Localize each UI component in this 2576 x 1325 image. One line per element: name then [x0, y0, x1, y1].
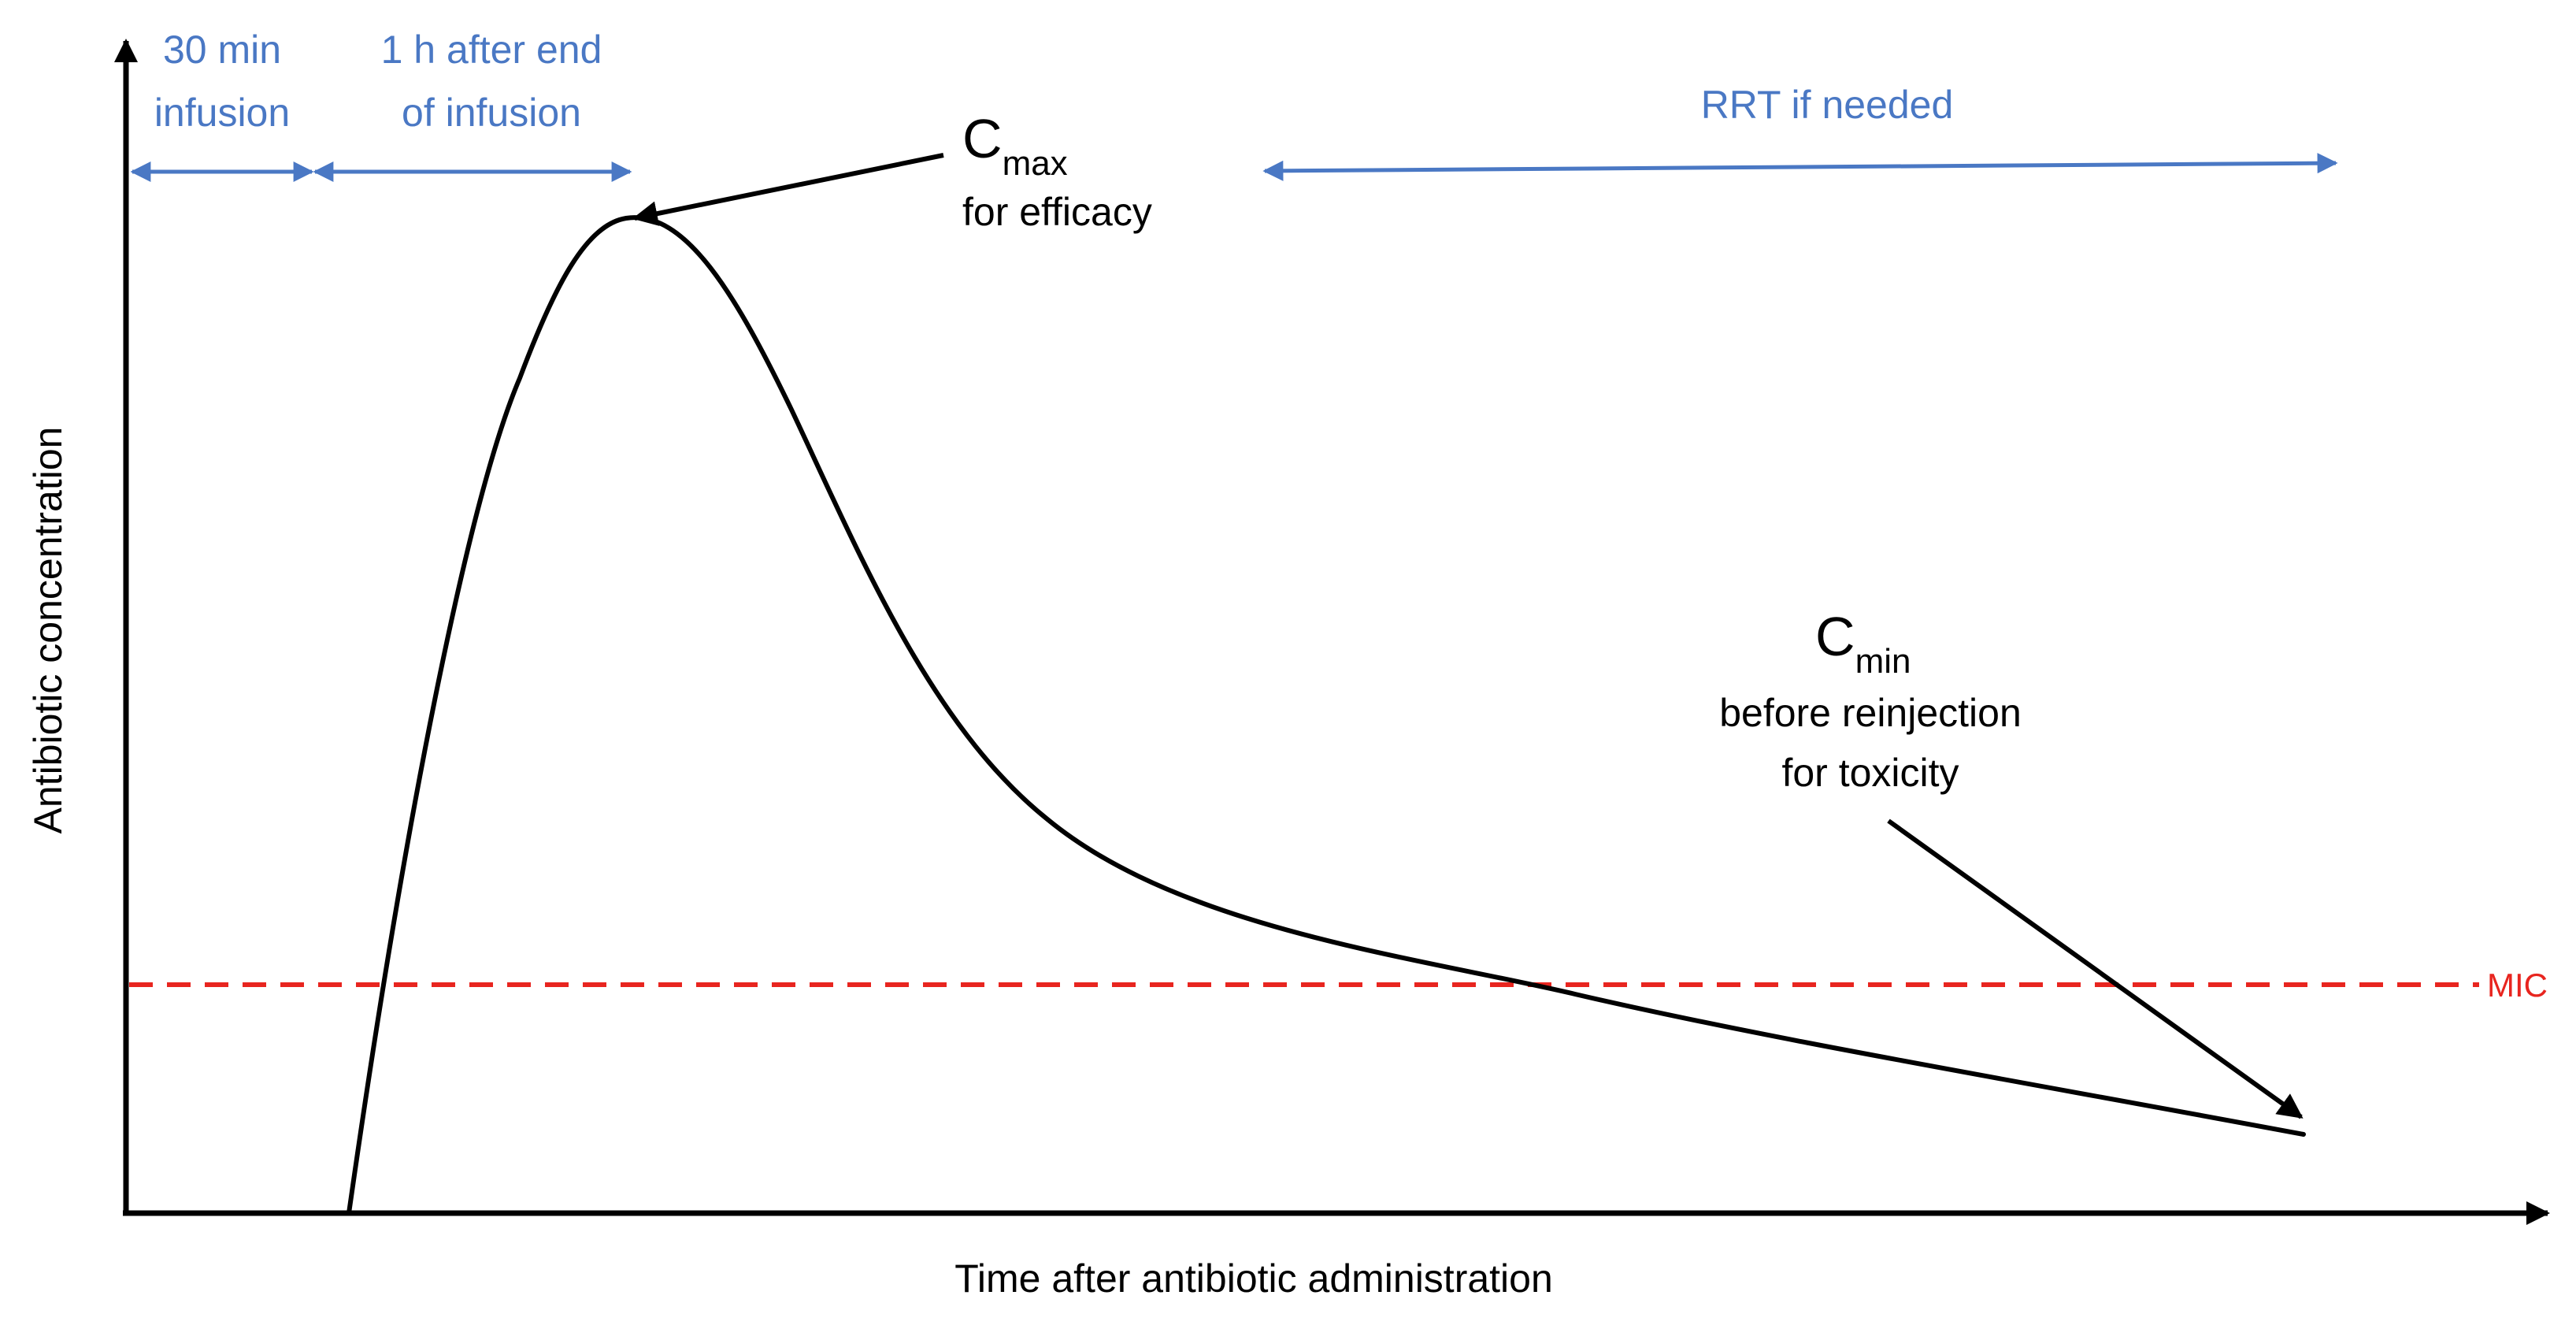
cmin-caption-line1: before reinjection: [1719, 691, 2022, 735]
cmin-subscript: min: [1855, 642, 1911, 681]
cmin-symbol: Cmin: [1815, 606, 1911, 681]
rrt-span-arrow: [1262, 153, 2338, 181]
mic-label: MIC: [2487, 967, 2548, 1004]
phase-infusion-line2: infusion: [154, 91, 290, 135]
cmax-subscript: max: [1003, 144, 1068, 183]
y-axis-label: Antibiotic concentration: [26, 427, 70, 834]
phase-post-infusion-line2: of infusion: [402, 91, 581, 135]
x-axis-label: Time after antibiotic administration: [954, 1256, 1553, 1301]
cmax-callout-arrow: [632, 153, 944, 226]
cmax-caption: for efficacy: [962, 190, 1152, 234]
cmax-annotation: Cmax for efficacy: [632, 108, 1152, 234]
cmin-annotation: Cmin before reinjection for toxicity: [1719, 606, 2304, 1119]
cmin-callout-arrow: [1887, 818, 2304, 1119]
cmax-symbol: Cmax: [962, 108, 1068, 183]
concentration-curve: [347, 215, 2306, 1216]
phase-infusion-line1: 30 min: [163, 28, 281, 72]
phase-post-infusion-line1: 1 h after end: [381, 28, 602, 72]
cmin-caption-line2: for toxicity: [1781, 751, 1959, 795]
phase-rrt-label: RRT if needed: [1701, 83, 1954, 127]
